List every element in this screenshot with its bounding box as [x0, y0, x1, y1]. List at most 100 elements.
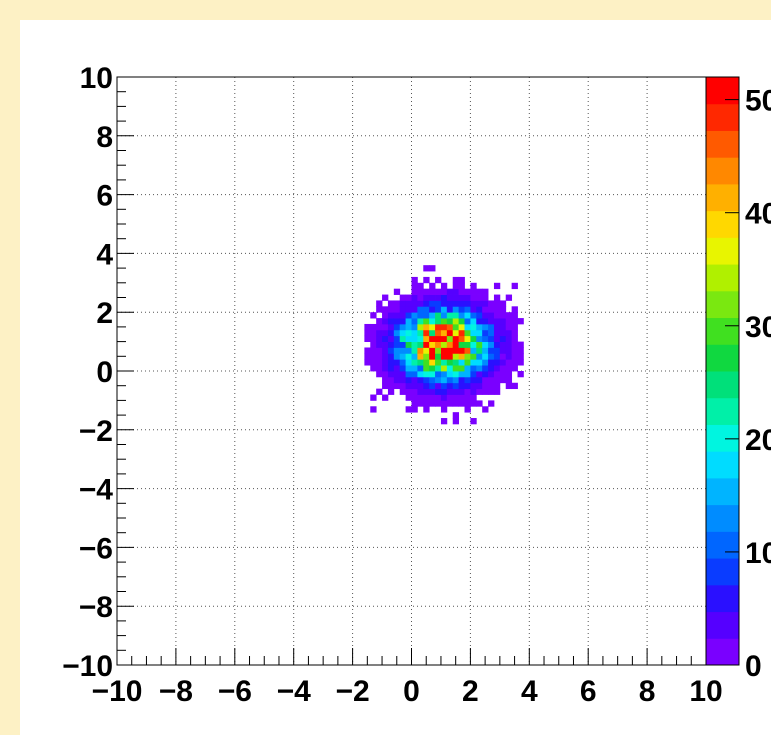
heatmap-cell — [411, 359, 418, 366]
heatmap-cell — [417, 376, 424, 384]
heatmap-cell — [452, 335, 460, 342]
heatmap-cell — [417, 394, 424, 401]
heatmap-cell — [482, 335, 489, 342]
heatmap-cell — [387, 371, 395, 378]
heatmap-cell — [440, 282, 448, 290]
heatmap-cell — [488, 335, 495, 342]
heatmap-cell — [517, 371, 524, 378]
heatmap-cell — [505, 335, 513, 342]
heatmap-cell — [411, 282, 418, 290]
heatmap-cell — [452, 359, 460, 366]
heatmap-cell — [364, 335, 371, 342]
heatmap-cell — [452, 418, 460, 425]
heatmap-cell — [458, 382, 465, 390]
heatmap-cell — [440, 359, 448, 366]
heatmap-cell — [446, 347, 454, 354]
heatmap-cell — [387, 323, 395, 331]
heatmap-cell — [376, 335, 383, 342]
heatmap-cell — [393, 335, 401, 342]
heatmap-cell — [452, 318, 460, 325]
heatmap-cell — [417, 329, 424, 337]
palette-segment — [706, 317, 739, 345]
heatmap-cell — [440, 347, 448, 354]
heatmap-cell — [499, 365, 507, 372]
heatmap-cell — [435, 318, 442, 325]
heatmap-cell — [399, 376, 407, 384]
heatmap-cell — [435, 276, 442, 284]
heatmap-cell — [376, 359, 383, 366]
heatmap-cell — [452, 306, 460, 313]
heatmap-cell — [417, 347, 424, 354]
heatmap-cell — [387, 376, 395, 384]
heatmap-cell — [511, 347, 518, 354]
heatmap-cell — [435, 323, 442, 331]
heatmap-cell — [458, 400, 465, 407]
palette-segment — [706, 397, 739, 425]
y-tick-label: −10 — [62, 650, 113, 683]
heatmap-cell — [399, 341, 407, 348]
heatmap-cell — [382, 318, 389, 325]
heatmap-cell — [482, 359, 489, 366]
heatmap-cell — [417, 353, 424, 360]
heatmap-cell — [440, 306, 448, 313]
heatmap-cell — [482, 376, 489, 384]
heatmap-cell — [435, 365, 442, 372]
heatmap-cell — [505, 312, 513, 319]
heatmap-cell — [411, 341, 418, 348]
heatmap-cell — [429, 282, 436, 290]
heatmap-cell — [499, 335, 507, 342]
heatmap-cell — [493, 347, 501, 354]
heatmap-cell — [423, 353, 430, 360]
heatmap-cell — [423, 265, 430, 272]
heatmap-cell — [411, 406, 418, 413]
heatmap-cell — [452, 353, 460, 360]
heatmap-cell — [517, 353, 524, 360]
palette-tick-label: 30 — [745, 311, 771, 344]
heatmap-cell — [429, 335, 436, 342]
heatmap-cell — [499, 306, 507, 313]
heatmap-cell — [458, 394, 465, 401]
heatmap-cell — [452, 294, 460, 301]
heatmap-cell — [423, 323, 430, 331]
heatmap-cell — [435, 382, 442, 390]
heatmap-cell — [464, 376, 471, 384]
heatmap-cell — [446, 306, 454, 313]
heatmap-cell — [476, 300, 483, 307]
heatmap-cell — [458, 341, 465, 348]
heatmap-cell — [440, 400, 448, 407]
heatmap-cell — [499, 359, 507, 366]
heatmap-cell — [464, 371, 471, 378]
heatmap-cell — [387, 318, 395, 325]
heatmap-cell — [370, 365, 377, 372]
heatmap-cell — [476, 359, 483, 366]
heatmap-cell — [387, 312, 395, 319]
heatmap-cell — [435, 300, 442, 307]
heatmap-cell — [423, 394, 430, 401]
heatmap-cell — [423, 359, 430, 366]
heatmap-cell — [411, 288, 418, 295]
heatmap-cell — [493, 371, 501, 378]
heatmap-cell — [387, 306, 395, 313]
heatmap-cell — [399, 294, 407, 301]
heatmap-cell — [458, 282, 465, 290]
heatmap-cell — [417, 365, 424, 372]
heatmap-cell — [393, 376, 401, 384]
heatmap-cell — [446, 294, 454, 301]
heatmap-cell — [452, 312, 460, 319]
heatmap-cell — [482, 300, 489, 307]
heatmap-cell — [382, 306, 389, 313]
heatmap-cell — [393, 359, 401, 366]
heatmap-cell — [511, 365, 518, 372]
heatmap-cell — [393, 329, 401, 337]
heatmap-cell — [376, 365, 383, 372]
heatmap-cell — [405, 312, 412, 319]
heatmap-cell — [370, 353, 377, 360]
heatmap-cell — [488, 329, 495, 337]
heatmap-cell — [470, 388, 477, 395]
heatmap-cell — [429, 353, 436, 360]
palette-segment — [706, 531, 739, 559]
heatmap-cell — [470, 341, 477, 348]
heatmap-cell — [476, 323, 483, 331]
heatmap-cell — [429, 376, 436, 384]
heatmap-cell — [458, 388, 465, 395]
